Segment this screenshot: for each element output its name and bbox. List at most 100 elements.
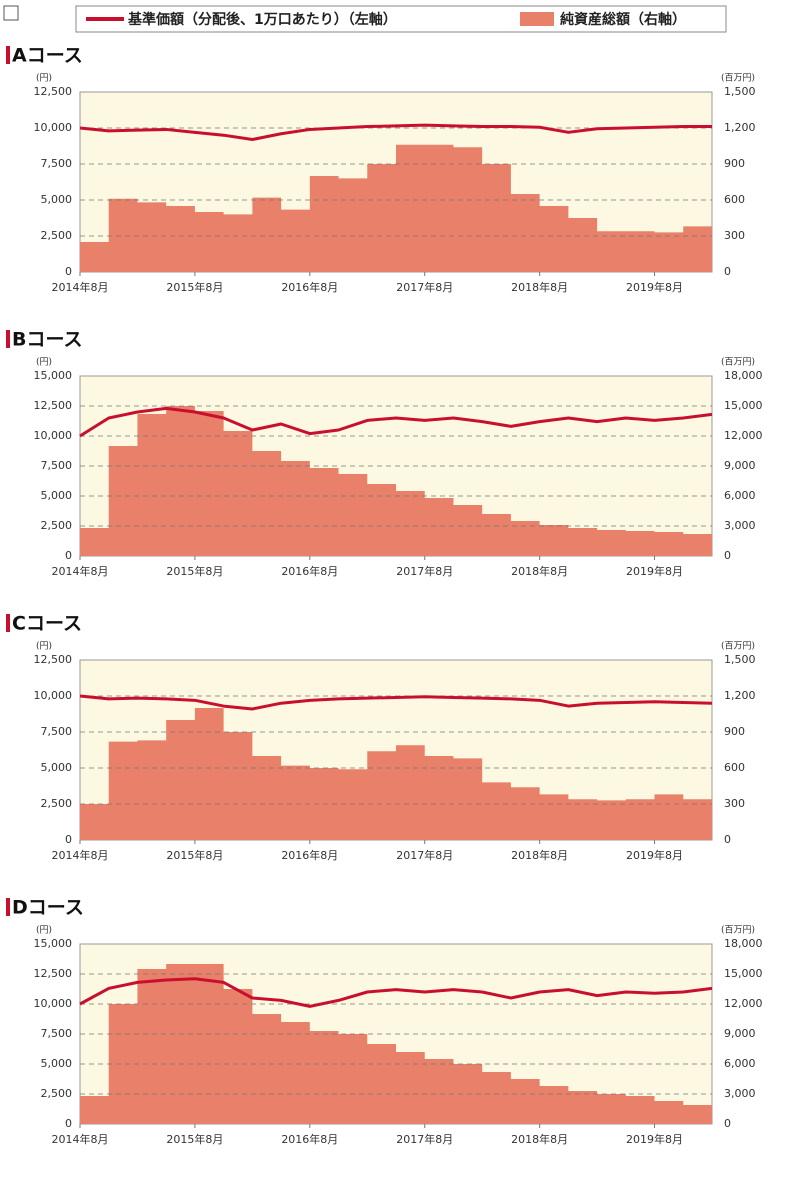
legend-area-swatch — [520, 12, 554, 26]
chart-title: Aコース — [12, 45, 83, 67]
y2-tick-label: 0 — [724, 265, 731, 278]
x-tick-label: 2016年8月 — [281, 848, 338, 862]
x-tick-label: 2019年8月 — [626, 564, 683, 578]
line — [79, 694, 713, 711]
y-tick-label: 0 — [65, 1117, 72, 1130]
y2-tick-label: 1,200 — [724, 689, 756, 702]
x-tick-label: 2015年8月 — [166, 848, 223, 862]
x-tick-label: 2015年8月 — [166, 1132, 223, 1146]
y-tick-label: 15,000 — [34, 937, 73, 950]
y-tick-label: 12,500 — [34, 653, 73, 666]
y-tick-label: 10,000 — [34, 997, 73, 1010]
y2-tick-label: 6,000 — [724, 489, 756, 502]
area — [80, 708, 712, 840]
x-tick-label: 2016年8月 — [281, 564, 338, 578]
y-unit: (円) — [36, 641, 52, 652]
legend-label: 基準価額（分配後、1万口あたり）（左軸） — [128, 11, 397, 28]
title-marker — [6, 46, 10, 64]
y-tick-label: 0 — [65, 265, 72, 278]
y2-tick-label: 15,000 — [724, 967, 763, 980]
y2-tick-label: 900 — [724, 157, 745, 170]
area — [80, 144, 712, 272]
y-tick-label: 2,500 — [41, 519, 73, 532]
title-marker — [6, 330, 10, 348]
y2-unit: (百万円) — [721, 641, 755, 652]
y-tick-label: 5,000 — [41, 761, 73, 774]
y-tick-label: 2,500 — [41, 1087, 73, 1100]
y2-tick-label: 1,200 — [724, 121, 756, 134]
x-tick-label: 2019年8月 — [626, 280, 683, 294]
x-tick-label: 2015年8月 — [166, 280, 223, 294]
y-unit: (円) — [36, 73, 52, 84]
area — [80, 406, 712, 556]
y-tick-label: 5,000 — [41, 193, 73, 206]
x-tick-label: 2018年8月 — [511, 280, 568, 294]
y2-tick-label: 600 — [724, 193, 745, 206]
y2-tick-label: 900 — [724, 725, 745, 738]
y2-tick-label: 15,000 — [724, 399, 763, 412]
y2-tick-label: 9,000 — [724, 459, 756, 472]
y2-tick-label: 3,000 — [724, 1087, 756, 1100]
icon — [3, 5, 19, 21]
y-tick-label: 5,000 — [41, 489, 73, 502]
x-tick-label: 2018年8月 — [511, 848, 568, 862]
x-tick-label: 2017年8月 — [396, 848, 453, 862]
x-tick-label: 2019年8月 — [626, 848, 683, 862]
y-unit: (円) — [36, 357, 52, 368]
title-marker — [6, 614, 10, 632]
x-tick-label: 2017年8月 — [396, 1132, 453, 1146]
chart-title: Bコース — [12, 329, 83, 351]
x-tick-label: 2017年8月 — [396, 564, 453, 578]
y-tick-label: 7,500 — [41, 459, 73, 472]
y2-tick-label: 1,500 — [724, 85, 756, 98]
y2-tick-label: 9,000 — [724, 1027, 756, 1040]
y-tick-label: 2,500 — [41, 797, 73, 810]
y-tick-label: 12,500 — [34, 967, 73, 980]
x-tick-label: 2018年8月 — [511, 564, 568, 578]
y-tick-label: 15,000 — [34, 369, 73, 382]
legend-label: 純資産総額（右軸） — [560, 11, 686, 28]
y2-tick-label: 3,000 — [724, 519, 756, 532]
x-tick-label: 2018年8月 — [511, 1132, 568, 1146]
y-tick-label: 7,500 — [41, 157, 73, 170]
y-tick-label: 10,000 — [34, 689, 73, 702]
title-marker — [6, 898, 10, 916]
x-tick-label: 2016年8月 — [281, 280, 338, 294]
x-tick-label: 2017年8月 — [396, 280, 453, 294]
line — [79, 406, 713, 438]
y2-tick-label: 6,000 — [724, 1057, 756, 1070]
x-tick-label: 2014年8月 — [52, 1132, 109, 1146]
chart-title: Dコース — [12, 897, 84, 919]
x-tick-label: 2014年8月 — [52, 280, 109, 294]
y2-tick-label: 300 — [724, 797, 745, 810]
y2-tick-label: 18,000 — [724, 369, 763, 382]
y-tick-label: 10,000 — [34, 121, 73, 134]
x-tick-label: 2014年8月 — [52, 564, 109, 578]
y2-tick-label: 0 — [724, 1117, 731, 1130]
y2-unit: (百万円) — [721, 925, 755, 936]
y-tick-label: 12,500 — [34, 85, 73, 98]
y2-tick-label: 1,500 — [724, 653, 756, 666]
y2-tick-label: 300 — [724, 229, 745, 242]
legend-box — [75, 5, 727, 33]
y2-unit: (百万円) — [721, 73, 755, 84]
line — [79, 123, 712, 142]
y-tick-label: 7,500 — [41, 725, 73, 738]
y2-tick-label: 12,000 — [724, 997, 763, 1010]
line — [79, 977, 713, 1008]
y-tick-label: 12,500 — [34, 399, 73, 412]
y2-tick-label: 18,000 — [724, 937, 763, 950]
y-tick-label: 10,000 — [34, 429, 73, 442]
y-unit: (円) — [36, 925, 52, 936]
y2-tick-label: 0 — [724, 833, 731, 846]
x-tick-label: 2014年8月 — [52, 848, 109, 862]
y2-tick-label: 600 — [724, 761, 745, 774]
x-tick-label: 2016年8月 — [281, 1132, 338, 1146]
x-tick-label: 2019年8月 — [626, 1132, 683, 1146]
chart-title: Cコース — [12, 613, 82, 635]
y-tick-label: 2,500 — [41, 229, 73, 242]
y-tick-label: 5,000 — [41, 1057, 73, 1070]
x-tick-label: 2015年8月 — [166, 564, 223, 578]
y-tick-label: 7,500 — [41, 1027, 73, 1040]
